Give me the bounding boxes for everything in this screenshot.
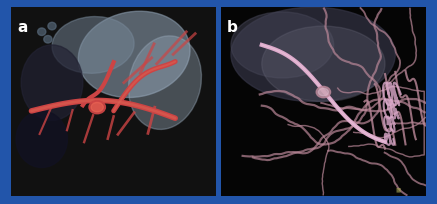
Ellipse shape [16,111,67,168]
Circle shape [38,29,46,36]
Ellipse shape [316,87,330,98]
Circle shape [44,36,52,44]
Ellipse shape [89,101,105,114]
Ellipse shape [52,18,134,74]
Text: ■: ■ [395,186,401,191]
Ellipse shape [318,89,329,96]
Ellipse shape [21,46,83,121]
Text: b: b [227,19,238,34]
Text: a: a [17,19,28,34]
Ellipse shape [128,37,201,130]
Ellipse shape [262,27,385,102]
Ellipse shape [231,13,334,79]
Circle shape [48,23,56,31]
Ellipse shape [78,12,190,98]
Ellipse shape [91,103,103,112]
Ellipse shape [231,8,395,102]
